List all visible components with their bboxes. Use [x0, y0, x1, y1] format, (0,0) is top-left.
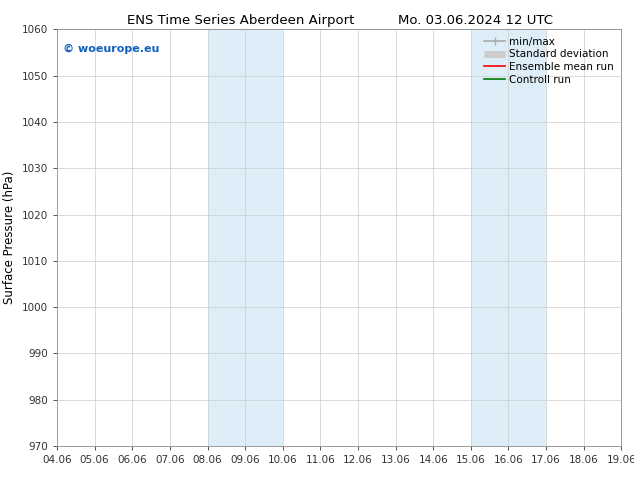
Legend: min/max, Standard deviation, Ensemble mean run, Controll run: min/max, Standard deviation, Ensemble me…	[482, 35, 616, 87]
Y-axis label: Surface Pressure (hPa): Surface Pressure (hPa)	[3, 171, 16, 304]
Text: © woeurope.eu: © woeurope.eu	[63, 44, 159, 54]
Bar	[207, 29, 283, 446]
Bar	[471, 29, 546, 446]
Text: ENS Time Series Aberdeen Airport: ENS Time Series Aberdeen Airport	[127, 14, 354, 27]
Text: Mo. 03.06.2024 12 UTC: Mo. 03.06.2024 12 UTC	[398, 14, 553, 27]
